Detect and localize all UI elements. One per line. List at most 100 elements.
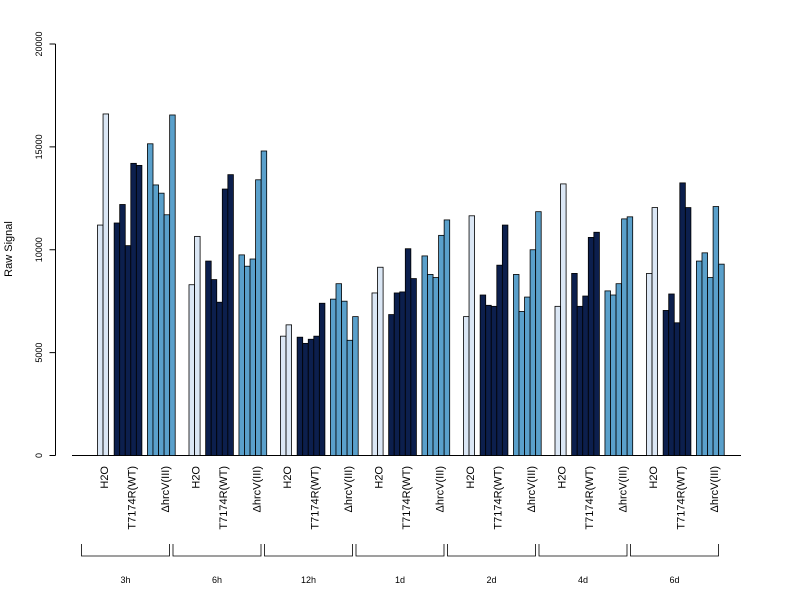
y-axis-label: Raw Signal [3, 221, 15, 277]
group-label: 12h [301, 575, 316, 585]
bar [560, 183, 567, 456]
bar [432, 277, 439, 456]
bar [318, 302, 326, 456]
x-tick-label: H2O [465, 466, 477, 489]
group-bracket [355, 544, 445, 557]
bar [485, 304, 492, 456]
x-tick-label: ΔhrcV(III) [343, 466, 355, 512]
bar [610, 294, 617, 456]
bar [490, 305, 498, 456]
bar [421, 255, 428, 456]
bar [701, 252, 708, 456]
bar [513, 274, 520, 456]
bar [707, 277, 714, 456]
bar [119, 204, 126, 456]
bar [468, 215, 475, 456]
bar [496, 264, 503, 456]
x-tick-label: T7174R(WT) [493, 466, 505, 530]
bar [554, 305, 561, 456]
group-bracket [538, 544, 628, 557]
group-bracket [447, 544, 536, 557]
group-bracket [172, 544, 262, 557]
bar [679, 182, 686, 456]
group-label: 6h [212, 575, 222, 585]
x-tick-label: H2O [373, 466, 385, 489]
bar [684, 207, 692, 456]
bar [696, 260, 703, 456]
x-tick-label: T7174R(WT) [584, 466, 596, 530]
x-tick-label: H2O [190, 466, 202, 489]
x-tick-label: T7174R(WT) [218, 466, 230, 530]
bar [335, 283, 342, 456]
bar [410, 278, 417, 456]
bar [238, 254, 245, 456]
bar [260, 150, 268, 456]
bar [668, 293, 675, 456]
bar [388, 314, 395, 456]
y-tick-label: 20000 [34, 31, 44, 56]
x-tick-label: ΔhrcV(III) [160, 466, 172, 512]
bar [221, 188, 229, 456]
group-label: 6d [669, 575, 679, 585]
x-tick-label: H2O [556, 466, 568, 489]
group-bracket [264, 544, 353, 557]
bar [249, 258, 257, 456]
bar [593, 231, 600, 456]
bar [443, 219, 451, 456]
bar [341, 300, 348, 456]
bar [313, 335, 320, 456]
y-tick-label: 15000 [34, 134, 44, 159]
bar [626, 216, 634, 456]
bar [371, 292, 378, 456]
bar [188, 284, 195, 456]
bar [280, 335, 287, 456]
y-tick-label: 5000 [34, 343, 44, 363]
bar [194, 235, 201, 456]
bar [524, 296, 531, 456]
bar [463, 316, 470, 456]
group-bracket [81, 544, 170, 557]
y-tick-label: 10000 [34, 237, 44, 262]
x-tick-labels: H2O T7174R(WT) ΔhrcV(III) H2O T7174R(WT) Δhrc… [99, 466, 721, 530]
bar [158, 192, 165, 456]
x-tick-label: T7174R(WT) [127, 466, 139, 530]
bar [673, 322, 681, 456]
bar [535, 211, 542, 456]
bar [427, 274, 434, 456]
bar [169, 114, 176, 456]
group-label: 3h [120, 575, 130, 585]
bar [646, 273, 653, 456]
bar [285, 324, 292, 456]
bar [582, 295, 589, 456]
y-tick-label: 0 [34, 453, 44, 458]
bar [163, 214, 171, 456]
bar [352, 316, 359, 456]
group-label: 1d [395, 575, 405, 585]
bar [346, 339, 354, 456]
bar [307, 338, 315, 456]
x-tick-label: ΔhrcV(III) [526, 466, 538, 512]
x-tick-label: T7174R(WT) [310, 466, 322, 530]
x-tick-label: H2O [648, 466, 660, 489]
bar [571, 273, 578, 456]
bar [152, 184, 159, 456]
bars [97, 113, 725, 456]
y-axis: 0 5000 10000 15000 20000 [34, 31, 56, 458]
bar [621, 218, 628, 456]
x-tick-label: H2O [282, 466, 294, 489]
bar [330, 298, 337, 456]
x-tick-label: ΔhrcV(III) [435, 466, 447, 512]
bar [718, 263, 725, 456]
bar [651, 207, 658, 456]
bar [501, 224, 509, 456]
bar [216, 301, 223, 456]
bar [479, 294, 487, 456]
bar [97, 224, 104, 456]
bar [518, 311, 525, 456]
bar [296, 336, 304, 456]
group-brackets: 3h 6h 12h 1d 2d 4d 6d [81, 544, 719, 585]
bar [135, 164, 143, 456]
bar [393, 292, 401, 456]
bar [210, 279, 218, 456]
